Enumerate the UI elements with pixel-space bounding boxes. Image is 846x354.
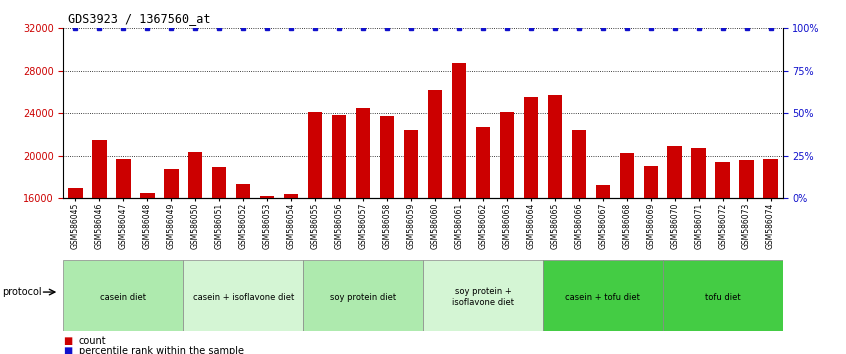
Bar bbox=[428, 90, 442, 198]
Bar bbox=[423, 260, 543, 331]
Bar bbox=[212, 167, 227, 198]
Bar bbox=[63, 260, 184, 331]
Text: percentile rank within the sample: percentile rank within the sample bbox=[79, 346, 244, 354]
Bar bbox=[303, 260, 423, 331]
Bar bbox=[524, 97, 538, 198]
Bar bbox=[184, 260, 303, 331]
Bar bbox=[543, 260, 662, 331]
Bar bbox=[140, 193, 155, 198]
Bar bbox=[116, 159, 130, 198]
Text: soy protein diet: soy protein diet bbox=[330, 292, 396, 302]
Text: ■: ■ bbox=[63, 346, 73, 354]
Bar bbox=[691, 148, 706, 198]
Bar bbox=[404, 130, 418, 198]
Text: count: count bbox=[79, 336, 107, 346]
Text: casein diet: casein diet bbox=[101, 292, 146, 302]
Bar bbox=[572, 130, 586, 198]
Bar bbox=[92, 140, 107, 198]
Bar bbox=[667, 146, 682, 198]
Bar bbox=[308, 112, 322, 198]
Bar bbox=[260, 196, 274, 198]
Bar bbox=[644, 166, 658, 198]
Bar bbox=[662, 260, 783, 331]
Bar bbox=[763, 159, 777, 198]
Text: soy protein +
isoflavone diet: soy protein + isoflavone diet bbox=[452, 287, 514, 307]
Bar bbox=[380, 116, 394, 198]
Bar bbox=[500, 112, 514, 198]
Bar bbox=[332, 115, 346, 198]
Bar bbox=[547, 95, 562, 198]
Bar bbox=[739, 160, 754, 198]
Bar bbox=[69, 188, 83, 198]
Bar bbox=[284, 194, 299, 198]
Text: casein + tofu diet: casein + tofu diet bbox=[565, 292, 640, 302]
Text: GDS3923 / 1367560_at: GDS3923 / 1367560_at bbox=[68, 12, 210, 25]
Text: casein + isoflavone diet: casein + isoflavone diet bbox=[193, 292, 294, 302]
Text: tofu diet: tofu diet bbox=[705, 292, 740, 302]
Text: protocol: protocol bbox=[3, 287, 42, 297]
Text: ■: ■ bbox=[63, 336, 73, 346]
Bar bbox=[619, 153, 634, 198]
Bar bbox=[164, 169, 179, 198]
Bar bbox=[716, 162, 730, 198]
Bar bbox=[452, 63, 466, 198]
Bar bbox=[475, 127, 490, 198]
Bar bbox=[188, 152, 202, 198]
Bar bbox=[356, 108, 371, 198]
Bar bbox=[596, 185, 610, 198]
Bar bbox=[236, 184, 250, 198]
